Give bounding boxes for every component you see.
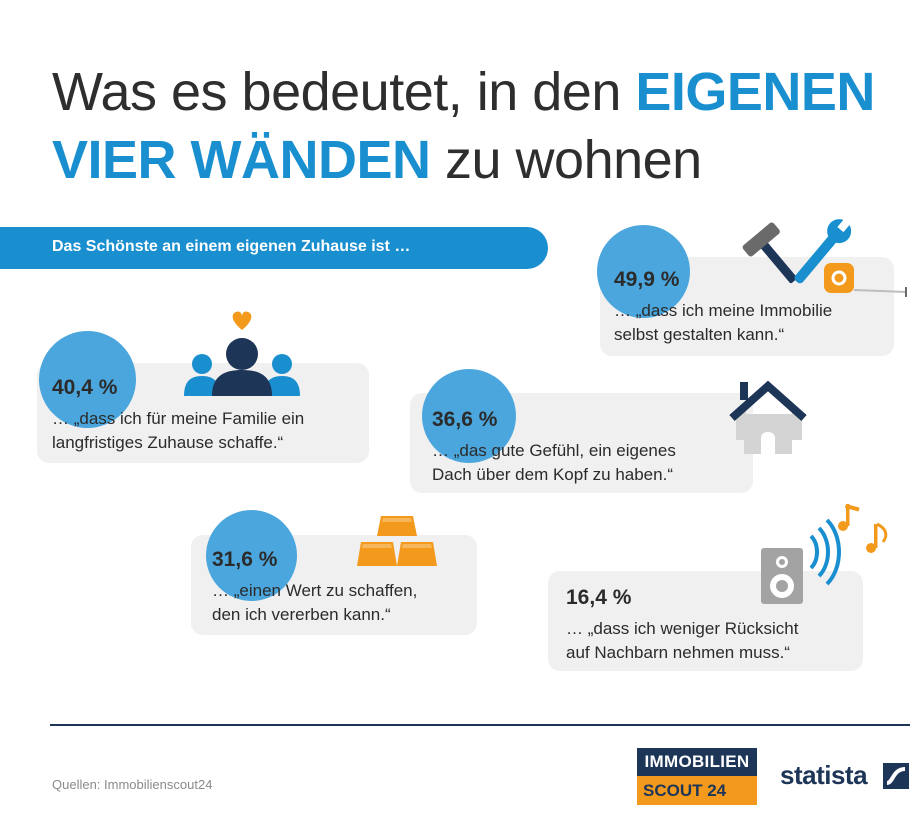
tools-icon bbox=[742, 217, 907, 297]
logo-bottom-text: SCOUT 24 bbox=[637, 776, 757, 805]
percent-label-2: 40,4 % bbox=[52, 376, 118, 399]
quote-line-1a: … „dass ich meine Immobilie bbox=[614, 301, 833, 320]
subtitle-banner: Das Schönste an einem eigenen Zuhause is… bbox=[0, 227, 548, 269]
percent-label-5: 16,4 % bbox=[566, 586, 632, 609]
percent-circle-3 bbox=[422, 369, 516, 463]
quote-line-4b: den ich vererben kann.“ bbox=[212, 605, 391, 624]
title-highlight1: EIGENEN bbox=[635, 62, 875, 122]
percent-label-4: 31,6 % bbox=[212, 548, 278, 571]
quote-line-5a: … „dass ich weniger Rücksicht bbox=[566, 619, 799, 638]
house-icon bbox=[729, 380, 807, 454]
title-part1: Was es bedeutet, in den bbox=[52, 62, 636, 122]
speaker-music-icon bbox=[761, 504, 888, 604]
percent-label-1: 49,9 % bbox=[614, 268, 680, 291]
percent-circle-2 bbox=[39, 331, 136, 428]
source-note: Quellen: Immobilienscout24 bbox=[52, 777, 213, 792]
statement-bubble-5 bbox=[548, 571, 863, 671]
quote-line-1b: selbst gestalten kann.“ bbox=[614, 325, 785, 344]
subtitle-text: Das Schönste an einem eigenen Zuhause is… bbox=[52, 238, 411, 255]
quote-line-2a: … „dass ich für meine Familie ein bbox=[52, 409, 305, 428]
quote-line-4a: … „einen Wert zu schaffen, bbox=[212, 581, 418, 600]
percent-label-3: 36,6 % bbox=[432, 408, 498, 431]
quote-line-5b: auf Nachbarn nehmen muss.“ bbox=[566, 643, 790, 662]
gold-bars-icon bbox=[357, 516, 437, 566]
title-highlight2: VIER WÄNDEN bbox=[52, 130, 431, 190]
statista-mark-icon bbox=[883, 763, 909, 789]
quote-line-2b: langfristiges Zuhause schaffe.“ bbox=[52, 433, 284, 452]
percent-circle-1 bbox=[597, 225, 690, 318]
logo-top-text: IMMOBILIEN bbox=[637, 748, 757, 776]
quote-line-3a: … „das gute Gefühl, ein eigenes bbox=[432, 441, 676, 460]
quote-line-3b: Dach über dem Kopf zu haben.“ bbox=[432, 465, 673, 484]
immobilienscout24-logo: IMMOBILIEN SCOUT 24 bbox=[637, 748, 757, 805]
page-title: Was es bedeutet, in den EIGENEN VIER WÄN… bbox=[52, 58, 892, 194]
statista-logo: statista bbox=[780, 760, 868, 790]
family-icon bbox=[184, 311, 300, 396]
footer-divider bbox=[50, 724, 910, 726]
percent-circle-4 bbox=[206, 510, 297, 601]
title-part2: zu wohnen bbox=[430, 130, 702, 190]
